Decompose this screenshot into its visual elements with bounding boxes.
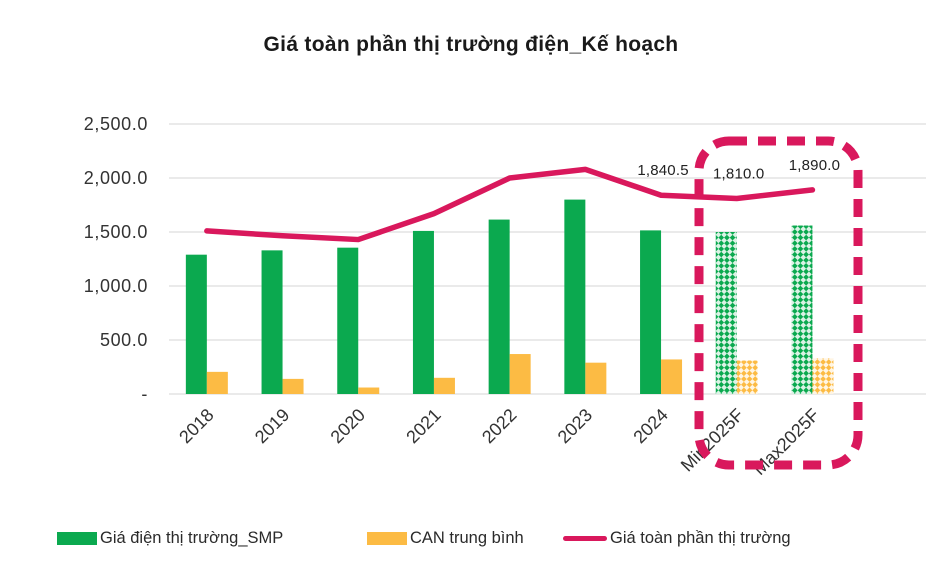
data-label: 1,890.0 <box>789 157 840 174</box>
legend-label-total-price: Giá toàn phần thị trường <box>610 529 791 547</box>
y-axis-tick-label: - <box>141 384 148 404</box>
data-label: 1,810.0 <box>713 166 764 183</box>
x-axis-tick-label: 2019 <box>251 405 293 447</box>
y-axis-tick-label: 2,500.0 <box>84 114 148 134</box>
x-axis-tick-label: 2022 <box>478 405 520 447</box>
x-axis-tick-label: 2018 <box>175 405 217 447</box>
x-axis-tick-label: 2020 <box>327 405 369 447</box>
bar-smp-Min2025F <box>715 232 737 394</box>
x-axis-tick-label: 2024 <box>629 405 671 447</box>
chart-title: Giá toàn phần thị trường điện_Kế hoạch <box>263 33 679 56</box>
x-axis-tick-label: 2021 <box>402 405 444 447</box>
bar-can-2022 <box>509 354 531 394</box>
x-axis-tick-label: Min2025F <box>677 405 748 476</box>
x-axis-tick-label: 2023 <box>554 405 596 447</box>
bar-smp-2024 <box>640 230 662 394</box>
y-axis-tick-label: 2,000.0 <box>84 168 148 188</box>
legend-swatch-total-price-line <box>563 536 607 541</box>
bar-can-2019 <box>282 378 304 394</box>
bar-smp-2018 <box>185 254 207 394</box>
bar-can-2018 <box>206 371 228 394</box>
legend-swatch-can <box>367 532 407 545</box>
bar-smp-2020 <box>337 247 359 394</box>
legend-item-total-price: Giá toàn phần thị trường <box>563 529 791 548</box>
bar-can-2020 <box>358 387 380 394</box>
forecast-highlight-box <box>694 136 863 470</box>
bar-can-Min2025F <box>736 360 758 394</box>
bar-smp-2021 <box>412 230 434 394</box>
y-axis-tick-label: 500.0 <box>100 330 148 350</box>
y-axis-tick-label: 1,000.0 <box>84 276 148 296</box>
total-price-line <box>204 166 816 243</box>
bar-can-Max2025F <box>812 358 834 394</box>
legend-swatch-smp <box>57 532 97 545</box>
legend-label-can: CAN trung bình <box>410 529 524 547</box>
bar-can-2023 <box>585 362 607 394</box>
legend-item-can: CAN trung bình <box>367 529 524 548</box>
bar-can-2024 <box>661 359 683 394</box>
bar-smp-Max2025F <box>791 225 813 394</box>
bar-can-2021 <box>433 377 455 394</box>
legend-item-smp: Giá điện thị trường_SMP <box>57 529 283 548</box>
bar-smp-2022 <box>488 219 510 394</box>
bar-smp-2019 <box>261 250 283 394</box>
legend-label-smp: Giá điện thị trường_SMP <box>100 529 284 547</box>
bar-smp-2023 <box>564 199 586 394</box>
data-label: 1,840.5 <box>637 162 688 179</box>
y-axis-tick-label: 1,500.0 <box>84 222 148 242</box>
